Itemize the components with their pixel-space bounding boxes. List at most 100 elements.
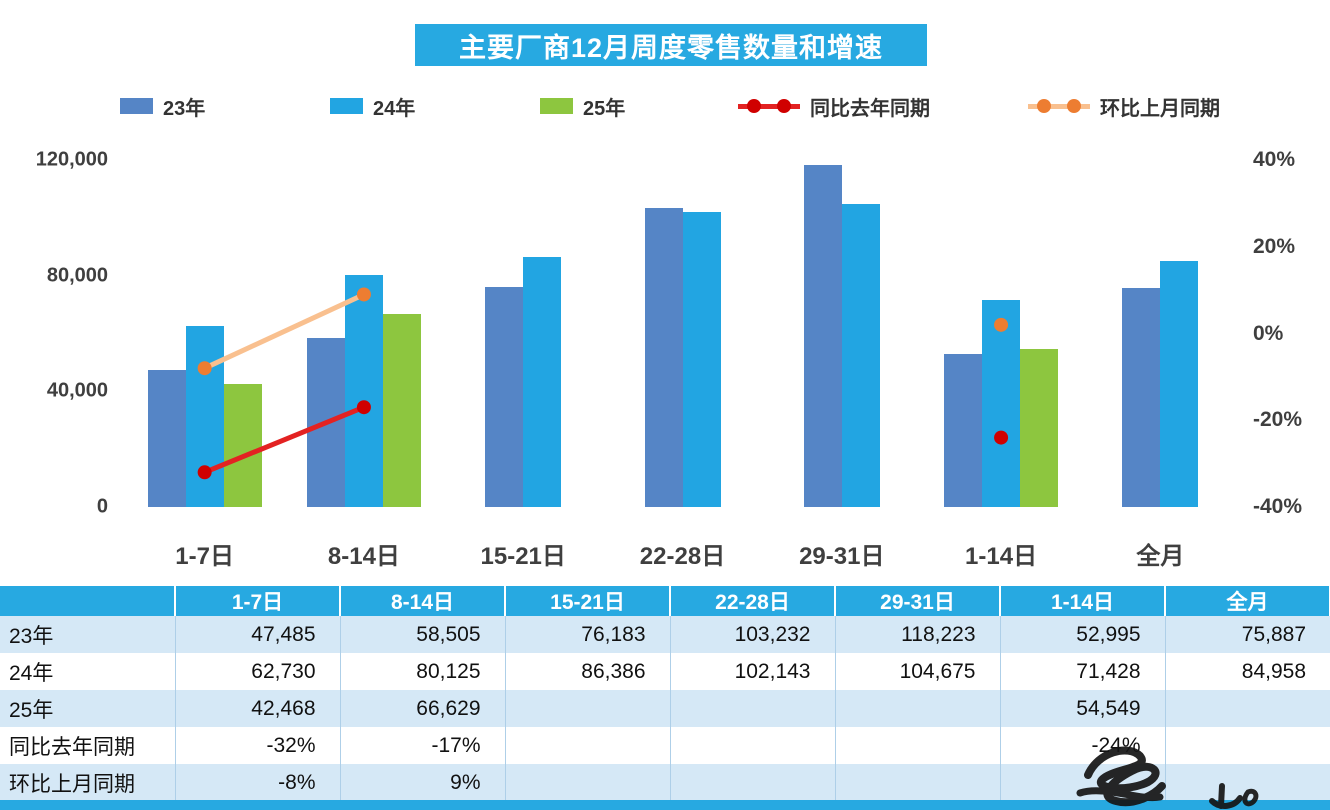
table-header-row: 1-7日 8-14日 15-21日 22-28日 29-31日 1-14日 全月: [0, 586, 1330, 616]
x-axis-label-全月: 全月: [1136, 543, 1185, 570]
bar-24年-29-31日: [841, 204, 880, 507]
left-axis-tick: 80,000: [46, 264, 108, 287]
table-cell: 71,428: [999, 653, 1165, 690]
table-row-环比上月同期: 环比上月同期 -8% 9%: [0, 764, 1330, 801]
table-row-同比去年同期: 同比去年同期 -32% -17% -24%: [0, 727, 1330, 764]
legend-item-同比去年同期: 同比去年同期: [738, 95, 930, 120]
x-axis-label-22-28日: 22-28日: [639, 543, 726, 570]
table-cell: [999, 764, 1165, 801]
table-cell: 76,183: [504, 616, 670, 653]
table-cell: [504, 727, 670, 764]
row-label: 25年: [9, 698, 54, 722]
table-header-8-14日: 8-14日: [340, 586, 506, 616]
chart-title: 主要厂商12月周度零售数量和增速: [415, 24, 927, 66]
left-axis-tick: 40,000: [46, 379, 108, 402]
table-cell: -32%: [174, 727, 340, 764]
row-label: 环比上月同期: [9, 772, 135, 796]
table-cell: [1164, 690, 1330, 727]
bar-24年-8-14日: [344, 275, 383, 507]
bar-25年-8-14日: [382, 314, 421, 507]
x-axis-label-1-7日: 1-7日: [175, 543, 234, 570]
left-y-axis: 0 40,000 80,000 120,000: [0, 149, 110, 518]
legend-swatch-icon: [540, 98, 573, 114]
table-cell: 52,995: [999, 616, 1165, 653]
table-cell: [669, 727, 835, 764]
left-axis-tick: 0: [96, 495, 108, 518]
line-环比上月同期: [203, 292, 365, 371]
table-cell: 75,887: [1164, 616, 1330, 653]
bar-24年-1-14日: [982, 300, 1021, 507]
bar-24年-全月: [1160, 261, 1199, 507]
point-同比去年同期-1-7日: [197, 465, 212, 480]
table-cell: 54,549: [999, 690, 1165, 727]
table-header-1-7日: 1-7日: [175, 586, 341, 616]
legend-label: 同比去年同期: [810, 97, 930, 120]
table-cell: [1164, 727, 1330, 764]
legend-label: 23年: [163, 97, 206, 120]
table-cell: [834, 727, 1000, 764]
table-bottom-accent-bar: [0, 800, 1330, 810]
right-axis-tick: -20%: [1253, 408, 1303, 432]
table-cell: [834, 764, 1000, 801]
table-cell: 80,125: [339, 653, 505, 690]
table-row-24年: 24年 62,730 80,125 86,386 102,143 104,675 71,42…: [0, 653, 1330, 690]
right-axis-tick: -40%: [1253, 495, 1303, 518]
table-cell: 47,485: [174, 616, 340, 653]
table-header-1-14日: 1-14日: [1000, 586, 1166, 616]
right-axis-tick: 0%: [1253, 321, 1284, 345]
legend-swatch-icon: [120, 98, 153, 114]
x-axis-label-1-14日: 1-14日: [965, 543, 1038, 570]
line-同比去年同期: [203, 404, 365, 475]
table-cell: 102,143: [669, 653, 835, 690]
row-label: 24年: [9, 661, 54, 685]
point-环比上月同期-1-14日: [994, 317, 1009, 332]
table-cell: 42,468: [174, 690, 340, 727]
table-cell: 58,505: [339, 616, 505, 653]
legend-label: 环比上月同期: [1100, 97, 1220, 120]
data-table: 1-7日 8-14日 15-21日 22-28日 29-31日 1-14日 全月 23年 47…: [0, 586, 1330, 801]
table-cell: 66,629: [339, 690, 505, 727]
legend-item-环比上月同期: 环比上月同期: [1028, 95, 1220, 120]
bar-23年-全月: [1122, 288, 1161, 507]
table-row-23年: 23年 47,485 58,505 76,183 103,232 118,223 52,99…: [0, 616, 1330, 653]
table-cell: -17%: [339, 727, 505, 764]
table-cell: [504, 764, 670, 801]
legend: 23年 24年 25年 同比去年同期 环比上月同期: [0, 0, 1330, 130]
table-cell: -8%: [174, 764, 340, 801]
legend-dot-icon: [1037, 99, 1051, 113]
point-环比上月同期-8-14日: [356, 287, 371, 302]
row-label: 同比去年同期: [9, 735, 135, 759]
table-cell: 86,386: [504, 653, 670, 690]
right-y-axis: -40% -20% 0% 20% 40%: [1253, 148, 1330, 518]
plot-area: 1-7日 8-14日 15-21日 22-28日 29-31日 1-14日 全月: [125, 160, 1240, 570]
legend-item-23年: 23年: [120, 95, 205, 120]
bar-23年-29-31日: [803, 165, 842, 507]
legend-label: 25年: [583, 97, 626, 120]
left-axis-tick: 120,000: [35, 148, 108, 171]
table-cell: [1164, 764, 1330, 801]
table-cell: 103,232: [669, 616, 835, 653]
legend-line-icon: [1028, 99, 1090, 113]
table-cell: [669, 690, 835, 727]
legend-swatch-icon: [330, 98, 363, 114]
table-row-25年: 25年 42,468 66,629 54,549: [0, 690, 1330, 727]
bar-25年-1-14日: [1020, 349, 1059, 507]
point-同比去年同期-1-14日: [994, 430, 1009, 445]
table-cell: 104,675: [834, 653, 1000, 690]
table-cell: [504, 690, 670, 727]
table-cell: [834, 690, 1000, 727]
right-axis-tick: 20%: [1253, 234, 1296, 258]
row-label: 23年: [9, 624, 54, 648]
table-header-全月: 全月: [1165, 586, 1330, 616]
point-同比去年同期-8-14日: [356, 400, 371, 415]
bar-23年-1-7日: [147, 370, 186, 507]
table-cell: 118,223: [834, 616, 1000, 653]
x-axis-label-29-31日: 29-31日: [799, 543, 885, 570]
bar-24年-15-21日: [523, 257, 562, 507]
bar-24年-22-28日: [682, 212, 721, 507]
bar-23年-22-28日: [644, 208, 683, 507]
table-cell: 62,730: [174, 653, 340, 690]
table-cell: [669, 764, 835, 801]
legend-dot-icon: [747, 99, 761, 113]
